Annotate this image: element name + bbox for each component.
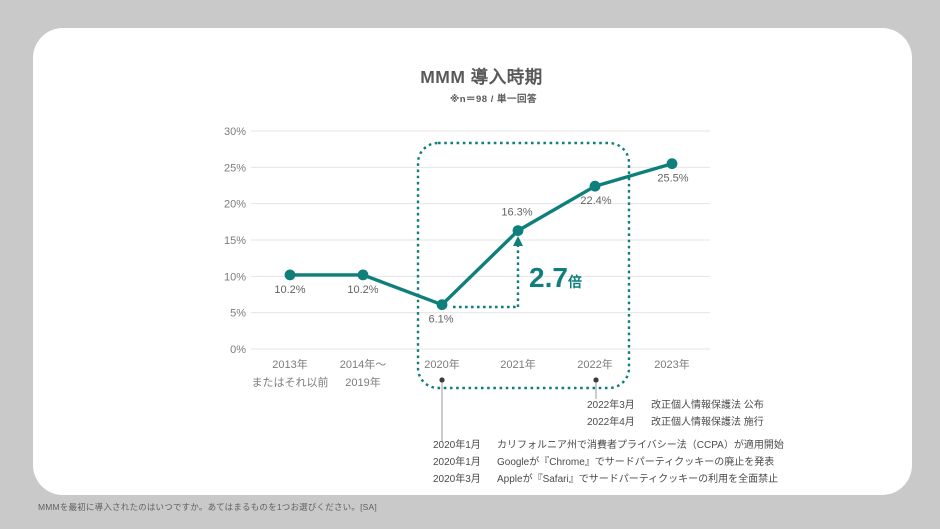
y-axis-labels: 0% 5% 10% 15% 20% 25% 30% <box>224 126 246 356</box>
event-row: 2022年3月 改正個人情報保護法 公布 <box>587 397 764 414</box>
data-labels: 10.2% 10.2% 6.1% 16.3% 22.4% 25.5% <box>274 173 688 326</box>
connector-dot <box>439 377 445 383</box>
multiplier-arrow <box>453 236 523 309</box>
slide-card: MMM 導入時期 ※n＝98 / 単一回答 0% 5% 10% 15% 20% 25% 30… <box>33 28 912 495</box>
x-tick-label: 2020年 <box>424 357 459 371</box>
gridlines <box>251 130 710 350</box>
events-2022-annotation: 2022年3月 改正個人情報保護法 公布 2022年4月 改正個人情報保護法 施行 <box>587 397 764 431</box>
event-text: 改正個人情報保護法 施行 <box>651 417 764 428</box>
y-tick-label: 0% <box>230 344 246 356</box>
highlight-box <box>416 141 631 390</box>
event-text: Appleが『Safari』でサードパーティクッキーの利用を全面禁止 <box>497 474 779 485</box>
y-tick-label: 20% <box>224 199 246 211</box>
event-date: 2022年3月 <box>587 400 635 411</box>
x-tick-label: 2014年〜 <box>340 357 386 371</box>
trend-line <box>288 161 674 307</box>
event-date: 2020年1月 <box>433 457 481 468</box>
data-label: 6.1% <box>428 314 453 326</box>
event-text: 改正個人情報保護法 公布 <box>651 400 764 411</box>
arrow-head <box>513 236 523 246</box>
event-date: 2022年4月 <box>587 417 635 428</box>
y-tick-label: 25% <box>224 162 246 174</box>
data-label: 16.3% <box>501 207 532 219</box>
data-point <box>589 180 601 192</box>
x-tick-label: 2022年 <box>577 357 612 371</box>
data-label: 10.2% <box>274 284 305 296</box>
data-points <box>284 158 678 311</box>
chart-title: MMM 導入時期 <box>420 67 543 87</box>
x-tick-label: 2023年 <box>654 357 689 371</box>
data-point <box>512 225 524 237</box>
events-2020-annotation: 2020年1月 カリフォルニア州で消費者プライバシー法（CCPA）が適用開始 202… <box>433 437 784 488</box>
event-date: 2020年3月 <box>433 474 481 485</box>
event-row: 2020年1月 Googleが『Chrome』でサードパーティクッキーの廃止を発表 <box>433 454 784 471</box>
x-tick-label: 2013年 <box>272 357 307 371</box>
y-tick-label: 15% <box>224 235 246 247</box>
y-tick-label: 5% <box>230 308 246 320</box>
mmm-adoption-line-chart: 0%5%10%15%20%25%30%2013年またはそれ以前2014年〜201… <box>224 126 710 442</box>
data-label: 25.5% <box>657 173 688 185</box>
connector-dot <box>593 377 599 383</box>
data-label: 10.2% <box>347 284 378 296</box>
data-point <box>666 158 678 170</box>
y-tick-label: 30% <box>224 126 246 138</box>
event-row: 2022年4月 改正個人情報保護法 施行 <box>587 414 764 431</box>
data-point <box>357 269 369 281</box>
x-tick-label: またはそれ以前 <box>252 375 329 389</box>
event-row: 2020年1月 カリフォルニア州で消費者プライバシー法（CCPA）が適用開始 <box>433 437 784 454</box>
event-row: 2020年3月 Appleが『Safari』でサードパーティクッキーの利用を全面禁… <box>433 471 784 488</box>
data-point <box>436 299 448 311</box>
x-tick-label: 2021年 <box>500 357 535 371</box>
multiplier-label: 2.7倍 <box>529 262 582 293</box>
event-text: カリフォルニア州で消費者プライバシー法（CCPA）が適用開始 <box>497 440 784 451</box>
data-point <box>284 269 296 281</box>
event-text: Googleが『Chrome』でサードパーティクッキーの廃止を発表 <box>497 457 775 468</box>
event-date: 2020年1月 <box>433 440 481 451</box>
chart-subtitle: ※n＝98 / 単一回答 <box>449 94 538 105</box>
survey-question-note: MMMを最初に導入されたのはいつですか。あてはまるものを1つお選びください。[S… <box>38 502 377 512</box>
y-tick-label: 10% <box>224 271 246 283</box>
event-connectors <box>439 377 599 442</box>
x-tick-label: 2019年 <box>345 375 380 389</box>
data-label: 22.4% <box>580 195 611 207</box>
